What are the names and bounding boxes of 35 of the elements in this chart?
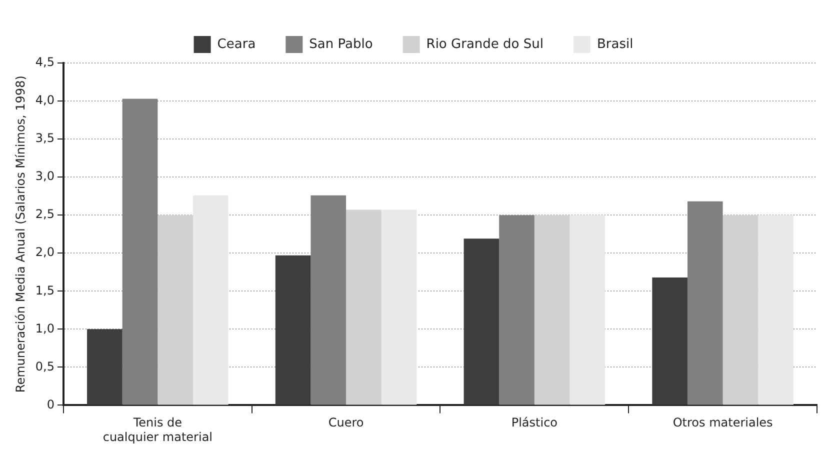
- legend-label: Brasil: [596, 36, 634, 52]
- bar: [192, 195, 228, 405]
- x-tick-label: Cuero: [328, 416, 364, 430]
- bar: [534, 215, 570, 405]
- y-tick-label: 0: [46, 397, 54, 412]
- bar: [310, 195, 346, 405]
- y-tick-label: 3,0: [35, 169, 54, 184]
- bar: [687, 201, 723, 405]
- legend-label: Rio Grande do Sul: [426, 36, 544, 52]
- bar: [652, 277, 688, 405]
- bar: [275, 255, 311, 405]
- y-tick-label: 1,5: [35, 283, 54, 298]
- x-tick-label: Tenis de cualquier material: [102, 416, 213, 444]
- bar: [87, 329, 122, 405]
- bar: [346, 210, 382, 405]
- y-tick-label: 3,5: [35, 131, 54, 146]
- bar: [722, 215, 758, 405]
- y-tick-label: 0,5: [35, 359, 54, 374]
- bar: [758, 215, 794, 405]
- bar: [381, 210, 417, 405]
- bar: [464, 238, 500, 405]
- y-tick-label: 2,5: [35, 207, 54, 222]
- legend-label: San Pablo: [309, 36, 373, 52]
- legend-label: Ceara: [217, 36, 256, 52]
- x-tick-label: Otros materiales: [672, 416, 773, 430]
- x-tick-label: Plástico: [511, 416, 558, 430]
- bar: [570, 215, 606, 405]
- y-tick-label: 4,0: [35, 93, 54, 108]
- bar: [158, 215, 193, 405]
- y-axis-title: Remuneración Media Anual (Salarios Mínimos, 1998): [13, 76, 28, 393]
- y-tick-label: 4,5: [35, 55, 54, 70]
- y-tick-label: 2,0: [35, 245, 54, 260]
- bar: [122, 98, 158, 405]
- bar: [499, 215, 534, 405]
- y-tick-label: 1,0: [35, 321, 54, 336]
